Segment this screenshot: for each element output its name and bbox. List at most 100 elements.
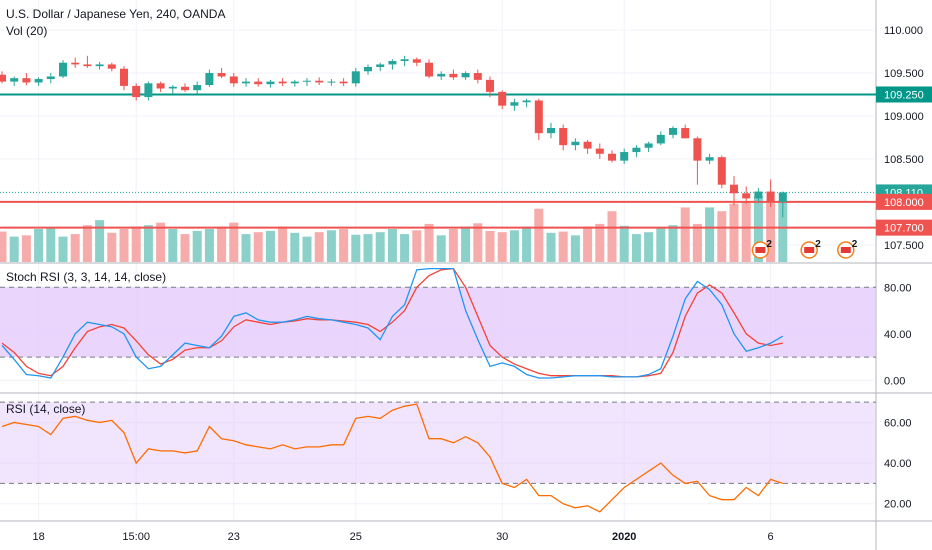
- stoch-k-line[interactable]: [1, 268, 784, 379]
- volume-bar: [473, 223, 483, 262]
- candle-body[interactable]: [388, 60, 397, 65]
- candle-body[interactable]: [10, 78, 19, 82]
- candle-body[interactable]: [120, 68, 128, 86]
- candle-body[interactable]: [254, 81, 263, 85]
- price-badge-label: 109.250: [884, 89, 924, 101]
- volume-bar: [363, 234, 373, 262]
- candle-body[interactable]: [766, 191, 775, 202]
- candle-body[interactable]: [339, 81, 348, 84]
- price-axis[interactable]: 110.000 109.500 109.000 108.500 107.500 109.2…: [876, 25, 932, 511]
- candle-body[interactable]: [473, 73, 482, 80]
- candle-body[interactable]: [266, 81, 275, 85]
- candle-body[interactable]: [181, 86, 189, 91]
- candle-body[interactable]: [559, 127, 568, 146]
- candle-body[interactable]: [547, 127, 555, 134]
- stoch-rsi-pane[interactable]: [0, 267, 876, 389]
- candle-body[interactable]: [156, 83, 165, 89]
- candle-body[interactable]: [705, 157, 714, 161]
- candle-body[interactable]: [242, 81, 250, 84]
- candle-body[interactable]: [22, 78, 31, 83]
- candle-body[interactable]: [717, 157, 726, 185]
- rsi-line[interactable]: [1, 403, 784, 513]
- candle-body[interactable]: [620, 152, 629, 161]
- candle-body[interactable]: [229, 76, 238, 84]
- candle-body[interactable]: [681, 127, 690, 139]
- volume-bar: [351, 234, 361, 262]
- candle-body[interactable]: [95, 64, 104, 67]
- volume-bar: [436, 235, 446, 262]
- candle-body[interactable]: [742, 193, 751, 199]
- volume-bar: [717, 211, 727, 262]
- candle-body[interactable]: [144, 83, 153, 98]
- candle-body[interactable]: [59, 62, 67, 77]
- price-badge[interactable]: [876, 219, 932, 236]
- candle-body[interactable]: [534, 100, 543, 134]
- price-badge[interactable]: [876, 193, 932, 210]
- candle-body[interactable]: [571, 141, 580, 146]
- candle-body[interactable]: [46, 76, 55, 80]
- candle-body[interactable]: [71, 62, 80, 65]
- volume-bar: [534, 208, 544, 262]
- candle-body[interactable]: [376, 64, 385, 68]
- candle-body[interactable]: [83, 64, 92, 67]
- candle-body[interactable]: [168, 86, 177, 89]
- candle-body[interactable]: [132, 85, 141, 98]
- price-pane[interactable]: [0, 55, 876, 262]
- candle-body[interactable]: [595, 148, 604, 154]
- candle-body[interactable]: [351, 71, 360, 84]
- candle-body[interactable]: [608, 153, 616, 161]
- candle-body[interactable]: [437, 73, 446, 77]
- candle-body[interactable]: [400, 59, 409, 61]
- candle-body[interactable]: [315, 80, 324, 83]
- candle-body[interactable]: [217, 73, 226, 77]
- candle-body[interactable]: [193, 85, 202, 91]
- candle-body[interactable]: [730, 184, 738, 194]
- time-tick-label: 18: [32, 531, 44, 543]
- candle-body[interactable]: [583, 141, 592, 149]
- volume-bar: [326, 230, 336, 262]
- candle-body[interactable]: [644, 143, 653, 148]
- candle-body[interactable]: [0, 74, 6, 82]
- candle-body[interactable]: [364, 67, 372, 72]
- candle-body[interactable]: [278, 81, 287, 84]
- volume-bar: [21, 235, 31, 262]
- candle-body[interactable]: [290, 81, 299, 84]
- event-count: 2: [852, 239, 858, 250]
- volume-bar: [778, 200, 788, 262]
- candle-body[interactable]: [656, 134, 665, 144]
- candle-body[interactable]: [486, 79, 494, 92]
- time-axis[interactable]: 18 15:00 23 25 30 2020 6: [32, 531, 773, 543]
- time-tick-label: 6: [768, 531, 774, 543]
- volume-bar: [424, 223, 434, 262]
- candle-body[interactable]: [425, 62, 433, 77]
- event-icons[interactable]: 2 2 2: [751, 239, 858, 259]
- volume-bar: [607, 211, 617, 262]
- stoch-d-line[interactable]: [1, 267, 783, 378]
- volume-bar: [339, 229, 349, 262]
- candle-body[interactable]: [107, 64, 116, 69]
- price-tick-label: 109.500: [884, 68, 924, 80]
- volume-bar: [192, 230, 202, 262]
- volume-bar: [241, 234, 251, 262]
- candle-body[interactable]: [693, 138, 702, 161]
- candle-body[interactable]: [205, 73, 214, 86]
- candle-body[interactable]: [461, 73, 470, 78]
- candle-body[interactable]: [510, 102, 519, 106]
- candle-body[interactable]: [449, 73, 458, 78]
- candle-body[interactable]: [522, 100, 531, 103]
- candle-body[interactable]: [412, 59, 421, 63]
- candle-body[interactable]: [754, 191, 763, 199]
- candle-body[interactable]: [632, 147, 641, 153]
- candle-body[interactable]: [303, 80, 311, 82]
- rsi-pane[interactable]: [0, 401, 876, 513]
- candle-body[interactable]: [669, 127, 677, 135]
- price-badge[interactable]: [876, 86, 932, 103]
- volume-bar: [644, 232, 654, 262]
- candle-body[interactable]: [327, 81, 336, 83]
- candle-body[interactable]: [778, 192, 787, 202]
- volume-bar: [509, 230, 519, 262]
- candle-body[interactable]: [34, 79, 43, 83]
- volume-bar: [522, 226, 532, 262]
- candle-body[interactable]: [498, 91, 507, 106]
